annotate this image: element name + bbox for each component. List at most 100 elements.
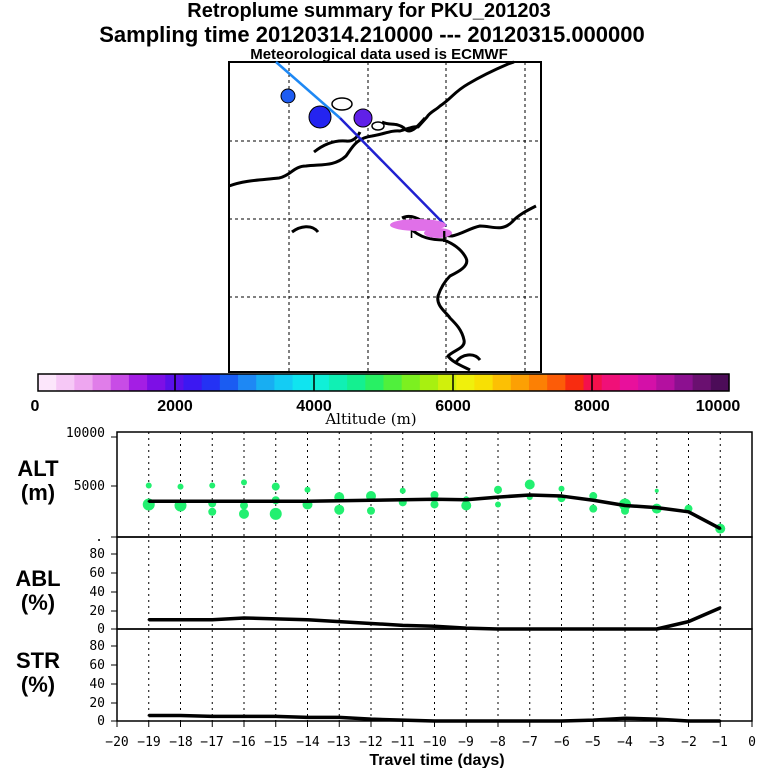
colorbar-tick-label: 6000: [435, 398, 471, 415]
abl-y-tick-label: 80: [89, 547, 105, 562]
str-series-point: [369, 717, 373, 721]
alt-scatter-point: [558, 485, 565, 492]
x-tick-label: −1: [712, 735, 728, 750]
x-tick-label: −5: [585, 735, 601, 750]
alt-scatter-point: [367, 506, 375, 515]
colorbar-frame: [37, 373, 730, 392]
abl-series-point: [655, 627, 658, 631]
alt-scatter-point: [461, 500, 472, 511]
x-axis-label: Travel time (days): [369, 752, 504, 768]
colorbar-swatch: [547, 374, 566, 391]
sampling-time-title: Sampling time 20120314.210000 --- 201203…: [99, 22, 645, 47]
str-series-point: [401, 718, 404, 722]
alt-series-point: [528, 493, 531, 497]
plume-cluster: [308, 105, 332, 129]
trajectory-segment-1: [275, 61, 341, 119]
plume-cloud: [424, 228, 452, 238]
receptor-marker-small: I: [410, 229, 413, 241]
colorbar-ticks: 0 2000 4000 6000 8000 10000: [31, 398, 741, 415]
alt-series-point: [211, 500, 214, 503]
alt-scatter-point: [654, 488, 659, 493]
str-series-point: [147, 714, 150, 717]
str-y-tick-label: 40: [89, 677, 105, 692]
str-series-point: [528, 719, 531, 723]
colorbar-swatch: [310, 374, 330, 391]
plume-cluster: [353, 108, 373, 128]
colorbar-swatch: [147, 374, 166, 391]
str-series-point: [211, 715, 214, 718]
alt-scatter-point: [241, 479, 247, 486]
abl-series-point: [623, 627, 627, 631]
str-panel-unit: (%): [21, 672, 55, 697]
alt-scatter-point: [334, 504, 345, 515]
colorbar-swatch: [710, 374, 730, 391]
abl-panel-label: ABL: [15, 566, 60, 591]
alt-series-point: [274, 500, 277, 503]
alt-scatter-point: [430, 500, 439, 509]
str-series-point: [496, 719, 500, 723]
alt-scatter-point: [589, 492, 598, 501]
alt-scatter-point: [177, 483, 184, 490]
abl-series-point: [465, 626, 468, 630]
colorbar-swatch: [474, 374, 494, 391]
alt-scatter-point: [145, 482, 152, 489]
colorbar-swatch: [183, 374, 203, 391]
abl-y-tick-label: 40: [89, 585, 105, 600]
colorbar-swatch: [347, 374, 366, 391]
alt-scatter-point: [589, 504, 598, 513]
plume-cluster-outline: [331, 97, 353, 111]
abl-series-point: [560, 627, 563, 631]
colorbar-swatch: [583, 374, 603, 391]
alt-series-point: [465, 498, 468, 501]
abl-series-point: [306, 618, 309, 621]
abl-series-point: [528, 627, 531, 631]
str-series-point: [433, 719, 436, 723]
time-grid: [148, 432, 721, 721]
alt-scatter-point: [495, 501, 501, 508]
alt-y-tick-label: 10000: [66, 426, 105, 441]
alt-series-point: [560, 494, 563, 498]
colorbar-swatch: [110, 374, 130, 391]
colorbar-swatch: [238, 374, 257, 391]
alt-series-point: [496, 495, 500, 499]
colorbar-swatch: [292, 374, 312, 391]
x-tick-label: −11: [391, 735, 414, 750]
coastline-path: [454, 353, 482, 363]
colorbar-swatch: [528, 374, 548, 391]
colorbar-swatch: [674, 374, 694, 391]
alt-scatter-point: [208, 507, 217, 516]
str-series-point: [306, 716, 309, 719]
colorbar-swatch: [601, 374, 621, 391]
colorbar-swatch: [456, 374, 476, 391]
x-tick-label: −7: [522, 735, 538, 750]
str-series-point: [242, 715, 246, 718]
alt-y-tick-label: 5000: [74, 479, 105, 494]
colorbar-swatch: [38, 374, 57, 391]
abl-y-tick-label: 60: [89, 566, 105, 581]
map-grid: [229, 62, 541, 372]
colorbar-swatch: [638, 374, 657, 391]
x-tick-label: −10: [423, 735, 446, 750]
plume-cluster: [280, 88, 296, 104]
colorbar-swatch: [419, 374, 439, 391]
colorbar-swatch: [565, 374, 585, 391]
x-tick-label: −15: [264, 735, 287, 750]
str-series-point: [719, 719, 722, 723]
alt-series-point: [655, 506, 658, 509]
x-tick-label: −6: [554, 735, 570, 750]
alt-scatter-point: [399, 487, 406, 494]
alt-scatter-point: [209, 482, 216, 489]
colorbar-swatch: [510, 374, 530, 391]
chart-title: Retroplume summary for PKU_201203: [187, 0, 551, 22]
colorbar-swatch: [219, 374, 239, 391]
trajectory-segment-2: [339, 117, 447, 227]
colorbar-tick-label: 0: [31, 398, 40, 415]
time-series-panels: ALT (m) ABL (%) STR (%) 10000 5000 . 80 …: [15, 426, 756, 768]
colorbar-swatch: [365, 374, 385, 391]
x-tick-label: −2: [681, 735, 697, 750]
abl-series-point: [242, 616, 246, 620]
met-data-subtitle: Meteorological data used is ECMWF: [250, 46, 508, 63]
alt-series-point: [369, 499, 373, 502]
alt-series-point: [338, 499, 341, 502]
colorbar-swatch: [692, 374, 712, 391]
